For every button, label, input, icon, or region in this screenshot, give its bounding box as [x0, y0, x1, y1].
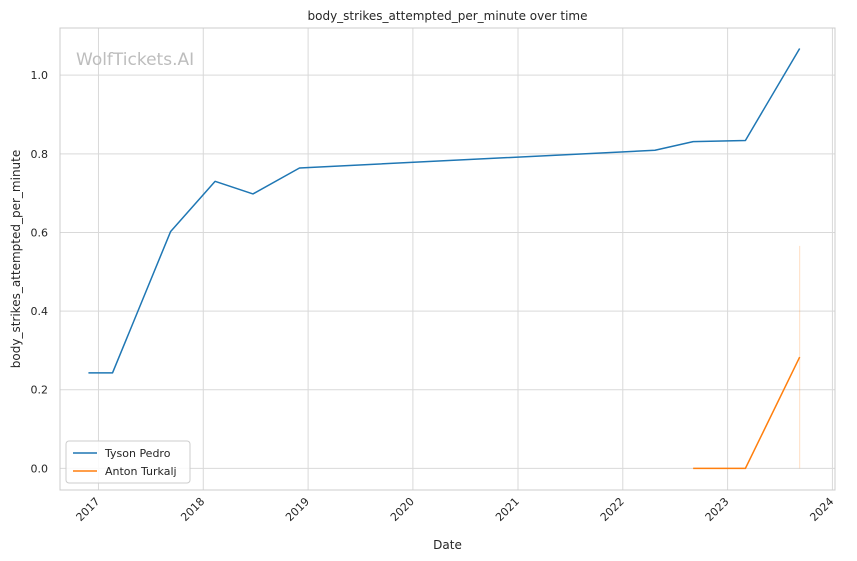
watermark-text: WolfTickets.AI [76, 50, 194, 70]
x-axis-label: Date [433, 538, 462, 552]
y-axis-label: body_strikes_attempted_per_minute [9, 150, 23, 368]
y-tick-label: 1.0 [31, 69, 49, 82]
x-tick-label: 2024 [807, 495, 836, 524]
x-tick-labels: 2017 2018 2019 2020 2021 2022 2023 2024 [74, 495, 837, 524]
y-tick-label: 0.0 [31, 462, 49, 475]
y-tick-label: 0.2 [31, 384, 49, 397]
plot-area-frame [59, 27, 836, 491]
y-tick-label: 0.4 [31, 305, 49, 318]
y-tick-label: 0.6 [31, 226, 49, 239]
x-tick-label: 2021 [493, 495, 522, 524]
legend-label: Tyson Pedro [104, 447, 171, 460]
chart-legend: Tyson Pedro Anton Turkalj [65, 440, 191, 484]
x-tick-label: 2019 [283, 495, 312, 524]
series-line [693, 356, 801, 470]
x-tick-label: 2022 [598, 495, 627, 524]
chart-title: body_strikes_attempted_per_minute over t… [308, 9, 588, 23]
y-tick-labels: 0.0 0.2 0.4 0.6 0.8 1.0 [31, 69, 49, 475]
series-line [88, 48, 801, 374]
y-gridlines [60, 74, 835, 469]
x-tick-label: 2018 [178, 495, 207, 524]
legend-label: Anton Turkalj [105, 465, 177, 478]
legend-box [65, 440, 191, 484]
x-tick-label: 2023 [703, 495, 732, 524]
x-gridlines [97, 28, 833, 490]
x-tick-label: 2020 [388, 495, 417, 524]
x-tick-label: 2017 [74, 495, 103, 524]
series-lines [88, 48, 801, 470]
y-tick-label: 0.8 [31, 148, 49, 161]
